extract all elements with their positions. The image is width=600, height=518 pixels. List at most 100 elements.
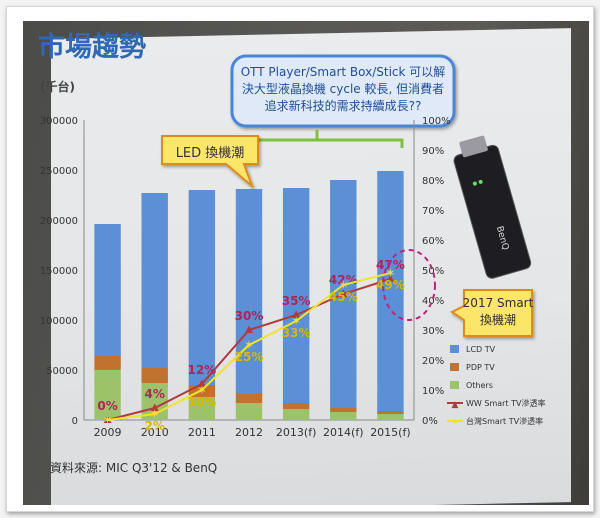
- x-tick-label: 2014(f): [323, 426, 363, 439]
- y2-tick-label: 90%: [422, 146, 444, 157]
- data-label: 45%: [329, 290, 358, 304]
- y-tick-label: 300000: [40, 116, 78, 127]
- legend-marker: ▲: [452, 400, 459, 410]
- data-label: 33%: [282, 326, 311, 340]
- bar-lcd-tv: [188, 190, 216, 385]
- bar-others: [282, 409, 310, 420]
- data-label: 25%: [235, 350, 264, 364]
- bar-lcd-tv: [235, 189, 263, 394]
- smart-2017-callout-line: 2017 Smart: [463, 296, 534, 310]
- source-text: 資料來源: MIC Q3'12 & BenQ: [50, 461, 217, 475]
- bar-pdp-tv: [282, 403, 310, 409]
- data-label: 49%: [376, 278, 405, 292]
- bar-others: [330, 412, 357, 420]
- status-led-icon: [478, 179, 483, 184]
- smart-stick-body: [453, 144, 532, 279]
- y2-tick-label: 30%: [422, 326, 444, 337]
- y2-tick-label: 40%: [422, 296, 444, 307]
- smart-stick-connector: [459, 135, 488, 158]
- y2-tick-label: 100%: [422, 116, 451, 127]
- data-label: 2%: [145, 419, 165, 433]
- data-label: 10%: [187, 395, 216, 409]
- point-taiwan-smart-tv: ✶: [338, 278, 348, 292]
- y2-tick-label: 0%: [422, 416, 438, 427]
- data-label: 12%: [187, 363, 216, 377]
- highlight-circle: [382, 249, 436, 321]
- ott-callout-line: 決大型液晶換機 cycle 較長, 但消費者: [242, 81, 444, 96]
- point-ww-smart-tv: [386, 274, 395, 282]
- data-label: 4%: [145, 387, 165, 401]
- led-callout-text: LED 換機潮: [176, 146, 245, 161]
- ott-callout-line: 追求新科技的需求持續成長??: [265, 98, 422, 113]
- y2-tick-label: 60%: [422, 236, 444, 247]
- bar-others: [235, 403, 263, 420]
- y2-tick-label: 50%: [422, 266, 444, 277]
- y2-tick-label: 80%: [422, 176, 444, 187]
- smart-2017-callout: [450, 289, 533, 337]
- y-tick-label: 200000: [40, 216, 78, 227]
- y-tick-label: 150000: [40, 266, 78, 277]
- ott-callout: [230, 54, 456, 128]
- y2-tick-label: 70%: [422, 206, 444, 217]
- point-taiwan-smart-tv: ✶: [244, 338, 254, 352]
- bar-pdp-tv: [235, 394, 263, 403]
- bar-pdp-tv: [330, 408, 357, 412]
- x-tick-label: 2011: [188, 426, 216, 439]
- point-ww-smart-tv: [245, 325, 253, 333]
- bar-others: [94, 370, 121, 420]
- x-tick-label: 2015(f): [370, 426, 410, 439]
- device-image: BenQ: [453, 135, 532, 279]
- bar-lcd-tv: [141, 193, 168, 368]
- slide-title: 市場趨勢: [38, 31, 146, 63]
- y-tick-label: 250000: [40, 166, 78, 177]
- point-taiwan-smart-tv: ✶: [150, 407, 160, 421]
- led-callout: [161, 135, 259, 190]
- point-ww-smart-tv: [197, 379, 206, 387]
- y2-tick-label: 10%: [422, 386, 444, 397]
- bar-pdp-tv: [377, 411, 404, 414]
- legend-label: Others: [466, 381, 493, 390]
- y-tick-label: 100000: [40, 316, 78, 327]
- legend-swatch: [450, 363, 459, 371]
- legend-label: WW Smart TV滲透率: [466, 398, 545, 408]
- bar-lcd-tv: [94, 224, 121, 356]
- point-ww-smart-tv: [292, 310, 301, 318]
- bar-lcd-tv: [282, 188, 310, 403]
- x-tick-label: 2013(f): [276, 426, 316, 439]
- x-tick-label: 2009: [94, 426, 122, 439]
- smart-2017-callout-text: 2017 Smart 換機潮: [463, 296, 534, 327]
- x-tick-label: 2012: [235, 426, 263, 439]
- bar-others: [188, 397, 216, 420]
- legend-label: LCD TV: [466, 345, 496, 354]
- smart-2017-callout-line: 換機潮: [480, 312, 516, 327]
- unit-label: (千台): [40, 79, 75, 94]
- legend-swatch: [450, 381, 459, 389]
- point-ww-smart-tv: [339, 289, 348, 297]
- data-label: 47%: [376, 258, 405, 272]
- y-tick-label: 0: [72, 416, 78, 427]
- point-taiwan-smart-tv: ✶: [103, 413, 113, 427]
- status-led-icon: [472, 181, 477, 186]
- data-label: 30%: [235, 309, 264, 323]
- data-label: 35%: [282, 294, 311, 308]
- bar-lcd-tv: [377, 171, 404, 411]
- point-taiwan-smart-tv: ✶: [385, 266, 395, 280]
- x-tick-label: 2010: [141, 426, 169, 439]
- line-taiwan-smart-tv: [107, 272, 391, 421]
- point-ww-smart-tv: [150, 403, 159, 411]
- bar-pdp-tv: [94, 356, 121, 370]
- data-label: 0%: [97, 399, 117, 413]
- ott-callout-line: OTT Player/Smart Box/Stick 可以解: [241, 65, 446, 79]
- legend-marker: ✶: [451, 418, 459, 428]
- legend-label: PDP TV: [466, 363, 495, 372]
- legend-swatch: [450, 345, 459, 353]
- point-taiwan-smart-tv: ✶: [291, 314, 301, 328]
- legend-label: 台灣Smart TV滲透率: [466, 416, 543, 426]
- bar-others: [377, 414, 404, 420]
- point-taiwan-smart-tv: ✶: [197, 383, 207, 397]
- y-tick-label: 50000: [46, 366, 78, 377]
- bar-pdp-tv: [141, 368, 168, 383]
- y2-tick-label: 20%: [422, 356, 444, 367]
